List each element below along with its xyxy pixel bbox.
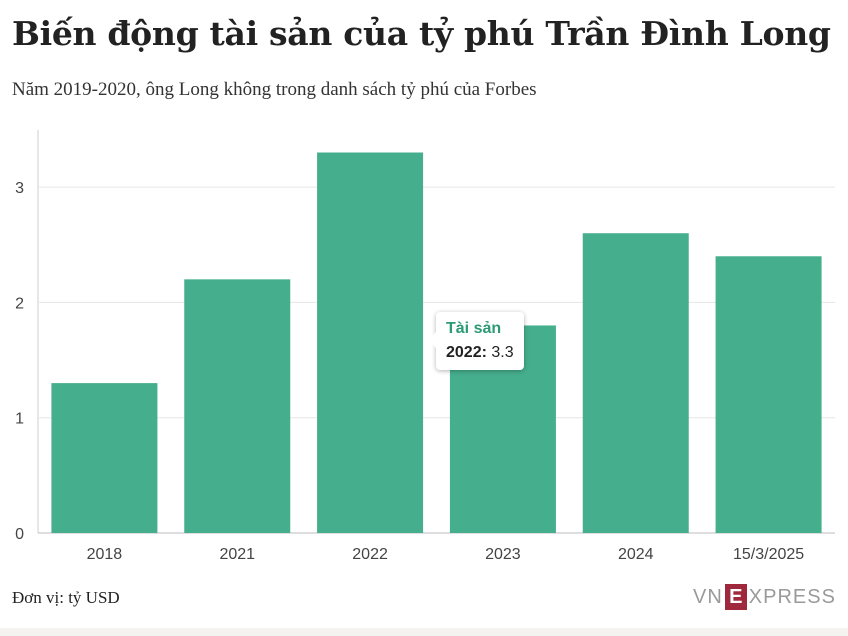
y-tick-label: 0 [15,526,24,543]
x-tick-label: 2024 [618,546,654,563]
y-tick-label: 3 [15,180,24,197]
chart-subtitle: Năm 2019-2020, ông Long không trong danh… [12,79,537,100]
bar-2024 [582,233,689,533]
vnexpress-logo[interactable]: VN E XPRESS [693,582,836,612]
bar-15/3/2025 [715,256,822,533]
tooltip-series-name: Tài sản [446,320,502,337]
x-tick-label: 2018 [87,546,123,563]
tooltip-value: 3.3 [491,344,514,361]
x-tick-label: 2021 [219,546,255,563]
logo-text-right: XPRESS [748,585,836,608]
chart-title: Biến động tài sản của tỷ phú Trần Đình L… [12,14,831,53]
bar-2021 [184,279,291,533]
bottom-strip [0,628,848,636]
y-tick-label: 2 [15,295,24,312]
x-tick-label: 15/3/2025 [733,546,804,563]
logo-e-box: E [724,584,747,610]
tooltip-category: 2022: [446,344,487,361]
y-tick-label: 1 [15,411,24,428]
unit-note: Đơn vị: tỷ USD [12,588,120,607]
bar-chart: 0 1 2 3 2018 2021 2022 2023 2024 15/3/2025 [15,130,835,563]
bar-2018 [51,383,158,533]
x-tick-label: 2023 [485,546,521,563]
bar-2022 [317,152,424,533]
chart-tooltip: Tài sản 2022: 3.3 [428,312,524,370]
x-tick-label: 2022 [352,546,388,563]
logo-text-left: VN [693,585,723,608]
